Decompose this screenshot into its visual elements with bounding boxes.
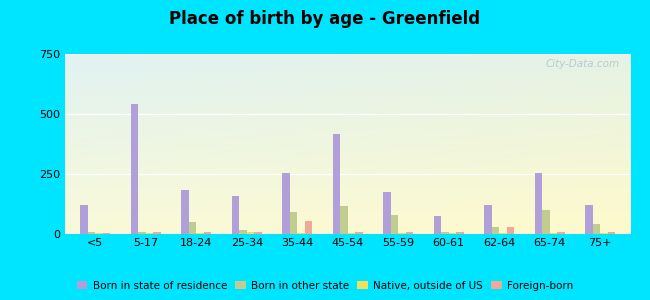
- Bar: [441, 232, 448, 234]
- Bar: [593, 224, 600, 234]
- Bar: [608, 232, 616, 234]
- Text: City-Data.com: City-Data.com: [545, 59, 619, 69]
- Bar: [499, 233, 507, 234]
- Bar: [181, 190, 188, 234]
- Bar: [188, 222, 196, 234]
- Bar: [103, 233, 111, 234]
- Bar: [391, 215, 398, 234]
- Bar: [231, 196, 239, 234]
- Bar: [131, 104, 138, 234]
- Bar: [406, 232, 413, 234]
- Bar: [507, 227, 514, 234]
- Bar: [297, 233, 305, 234]
- Bar: [340, 206, 348, 234]
- Bar: [550, 233, 557, 234]
- Bar: [80, 205, 88, 234]
- Bar: [247, 232, 254, 234]
- Bar: [333, 134, 340, 234]
- Bar: [204, 232, 211, 234]
- Bar: [88, 232, 96, 234]
- Text: Place of birth by age - Greenfield: Place of birth by age - Greenfield: [170, 11, 480, 28]
- Bar: [138, 232, 146, 234]
- Bar: [239, 230, 247, 234]
- Bar: [600, 233, 608, 234]
- Bar: [434, 216, 441, 234]
- Bar: [254, 232, 262, 234]
- Bar: [557, 232, 565, 234]
- Legend: Born in state of residence, Born in other state, Native, outside of US, Foreign-: Born in state of residence, Born in othe…: [73, 277, 577, 295]
- Bar: [153, 232, 161, 234]
- Bar: [383, 192, 391, 234]
- Bar: [96, 233, 103, 234]
- Bar: [146, 233, 153, 234]
- Bar: [484, 205, 491, 234]
- Bar: [585, 205, 593, 234]
- Bar: [491, 227, 499, 234]
- Bar: [305, 221, 313, 234]
- Bar: [398, 233, 406, 234]
- Bar: [448, 233, 456, 234]
- Bar: [282, 173, 290, 234]
- Bar: [356, 232, 363, 234]
- Bar: [542, 210, 550, 234]
- Bar: [196, 233, 204, 234]
- Bar: [534, 173, 542, 234]
- Bar: [348, 233, 356, 234]
- Bar: [456, 232, 464, 234]
- Bar: [290, 212, 297, 234]
